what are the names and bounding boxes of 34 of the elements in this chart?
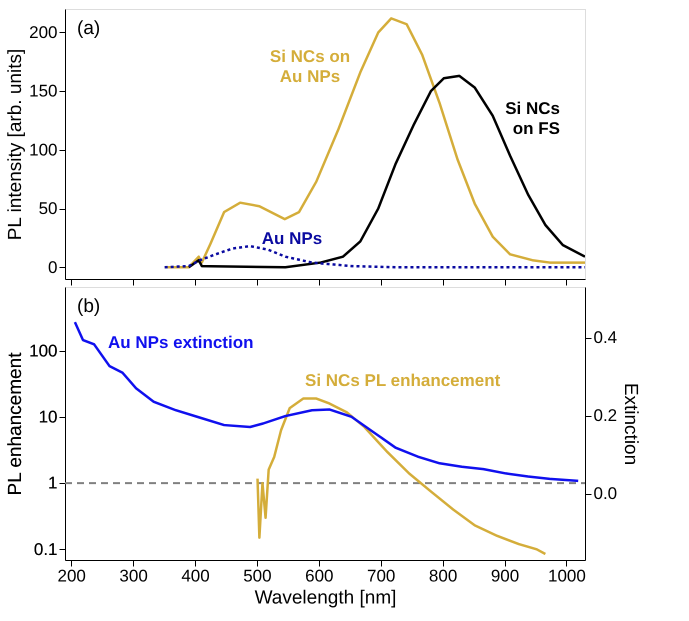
x-tick-label: 900 <box>490 566 520 586</box>
x-tick-label: 1000 <box>548 566 586 586</box>
series-label: Au NPs <box>262 229 322 248</box>
y-tick-label: 100 <box>29 140 58 160</box>
x-tick-label: 800 <box>428 566 458 586</box>
y-axis-title: PL enhancement <box>5 352 26 496</box>
x-axis-title: Wavelength [nm] <box>254 588 396 608</box>
y2-axis-title: Extinction <box>620 382 642 466</box>
y-tick-label: 200 <box>29 22 58 42</box>
y2-tick-label: 0.2 <box>594 406 618 426</box>
x-tick-label: 700 <box>367 566 396 586</box>
y-tick-label: 100 <box>29 341 58 360</box>
y-tick-label: 0 <box>48 258 58 277</box>
x-tick-label: 500 <box>243 566 272 586</box>
line-series <box>74 320 580 482</box>
series-label: Si NCs PL enhancement <box>305 371 501 390</box>
x-tick-label: 600 <box>305 566 334 586</box>
x-tick-label: 400 <box>181 566 210 586</box>
y-tick-label: 0.1 <box>34 540 58 559</box>
line-series <box>163 244 585 269</box>
y-axis-title: PL intensity [arb. units] <box>5 48 26 240</box>
y-tick-label: 50 <box>38 199 58 218</box>
series-label: Si NCs on FS <box>505 99 560 138</box>
annotation: (b) <box>77 296 100 317</box>
y-tick-label: 1 <box>48 474 58 493</box>
x-tick-label: 300 <box>119 566 148 586</box>
series-label: Au NPs extinction <box>108 333 254 352</box>
y-tick-label: 10 <box>38 407 58 426</box>
series-label: Si NCs on Au NPs <box>270 47 350 86</box>
line-series <box>256 397 547 556</box>
y-tick-label: 150 <box>29 82 58 101</box>
annotation: (a) <box>77 18 100 39</box>
y2-tick-label: 0.0 <box>594 484 618 504</box>
y2-tick-label: 0.4 <box>594 328 618 348</box>
